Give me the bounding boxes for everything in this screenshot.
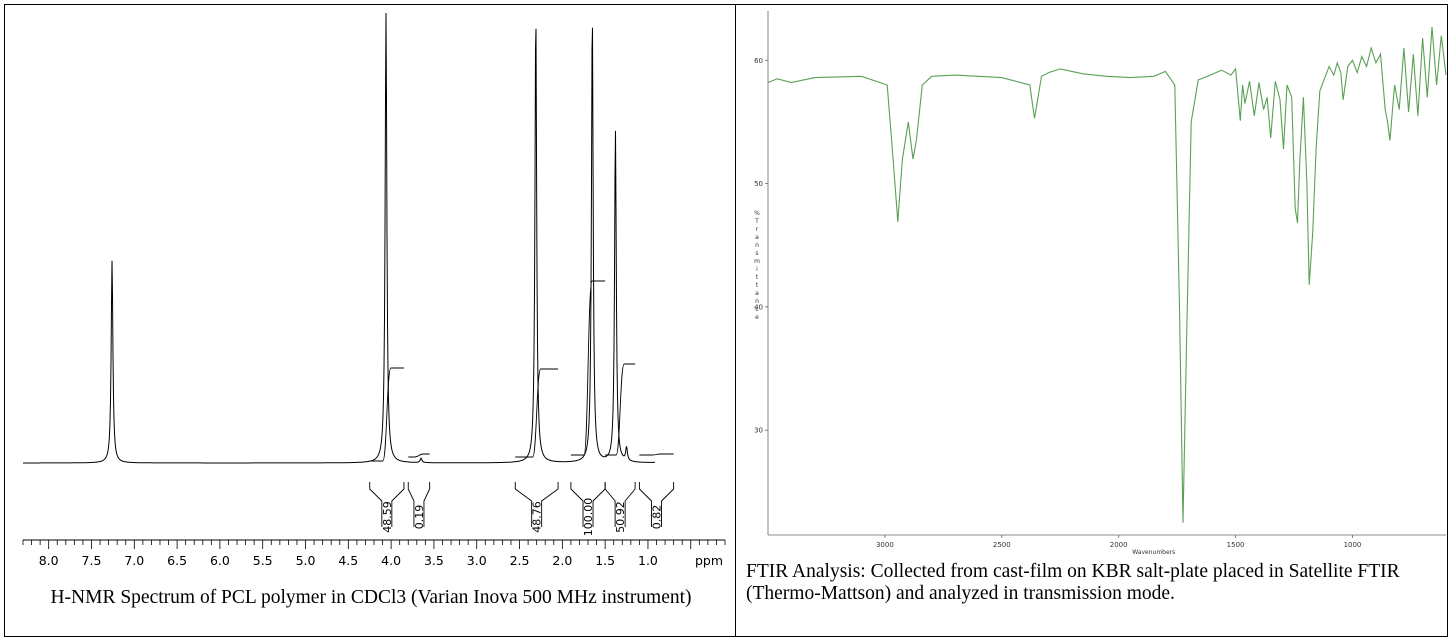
nmr-spectrum-chart: 48.59 0.19 48.76 100.00 50.92 0.82 8.0 7.5 7.0 6.… — [22, 12, 726, 568]
nmr-integral-bracket — [514, 482, 559, 527]
nmr-x-tick-label: 3.0 — [467, 553, 487, 568]
nmr-x-tick-label: 4.5 — [338, 553, 358, 568]
ftir-spectrum-chart: 30 40 50 60 3000 2500 2000 1500 1000 Wavenumbers%… — [754, 11, 1447, 556]
nmr-integral-label: 48.76 — [531, 501, 544, 533]
nmr-x-tick-label: 6.0 — [210, 553, 230, 568]
nmr-spectrum-line — [23, 12, 656, 464]
nmr-integral-label: 100.00 — [582, 498, 595, 537]
nmr-integral-curve — [639, 453, 674, 456]
ftir-caption: FTIR Analysis: Collected from cast-film … — [746, 561, 1400, 604]
ftir-y-tick-label: 60 — [754, 57, 763, 65]
ftir-spectrum-line — [767, 26, 1447, 523]
ftir-cell: 30 40 50 60 3000 2500 2000 1500 1000 Wavenumbers%… — [735, 4, 1448, 637]
nmr-integral-bracket — [369, 482, 405, 527]
nmr-x-tick-label: 5.0 — [296, 553, 316, 568]
nmr-x-axis-label: ppm — [695, 553, 723, 568]
nmr-integral-bracket — [604, 482, 636, 527]
nmr-integral-curve — [408, 453, 430, 458]
nmr-integral-label: 48.59 — [381, 501, 394, 533]
nmr-x-tick-label: 4.0 — [381, 553, 401, 568]
nmr-integral-curve — [605, 363, 636, 456]
nmr-x-tick-label: 8.0 — [39, 553, 59, 568]
nmr-x-tick-label: 2.5 — [510, 553, 530, 568]
nmr-x-tick-label: 5.5 — [253, 553, 273, 568]
nmr-x-tick-label: 2.0 — [552, 553, 572, 568]
nmr-integral-bracket — [638, 482, 675, 527]
ftir-x-tick-label: 1500 — [1227, 541, 1245, 549]
ftir-y-tick-label: 50 — [754, 180, 763, 188]
nmr-integral-label: 50.92 — [614, 501, 627, 533]
nmr-integral-label: 0.19 — [413, 505, 426, 530]
ftir-x-tick-label: 2500 — [993, 541, 1011, 549]
nmr-integral-curve — [515, 368, 559, 458]
nmr-cell: 48.59 0.19 48.76 100.00 50.92 0.82 8.0 7.5 7.0 6.… — [4, 4, 736, 637]
nmr-integral-curve — [369, 367, 404, 462]
ftir-x-tick-label: 3000 — [876, 541, 894, 549]
nmr-x-tick-label: 7.5 — [82, 553, 102, 568]
ftir-x-axis-label: Wavenumbers — [1132, 549, 1175, 556]
nmr-x-tick-label: 1.0 — [638, 553, 658, 568]
nmr-integral-bracket — [407, 482, 431, 527]
nmr-x-tick-label: 7.0 — [124, 553, 144, 568]
ftir-x-tick-label: 2000 — [1110, 541, 1128, 549]
nmr-caption: H-NMR Spectrum of PCL polymer in CDCl3 (… — [50, 587, 692, 608]
nmr-x-tick-label: 1.5 — [595, 553, 615, 568]
nmr-x-tick-label: 3.5 — [424, 553, 444, 568]
nmr-integral-label: 0.82 — [651, 505, 664, 530]
ftir-x-tick-label: 1000 — [1344, 541, 1362, 549]
nmr-x-tick-label: 6.5 — [167, 553, 187, 568]
ftir-y-tick-label: 30 — [754, 427, 763, 435]
ftir-y-tick-label: 40 — [754, 303, 763, 311]
nmr-integral-curve — [570, 280, 606, 456]
